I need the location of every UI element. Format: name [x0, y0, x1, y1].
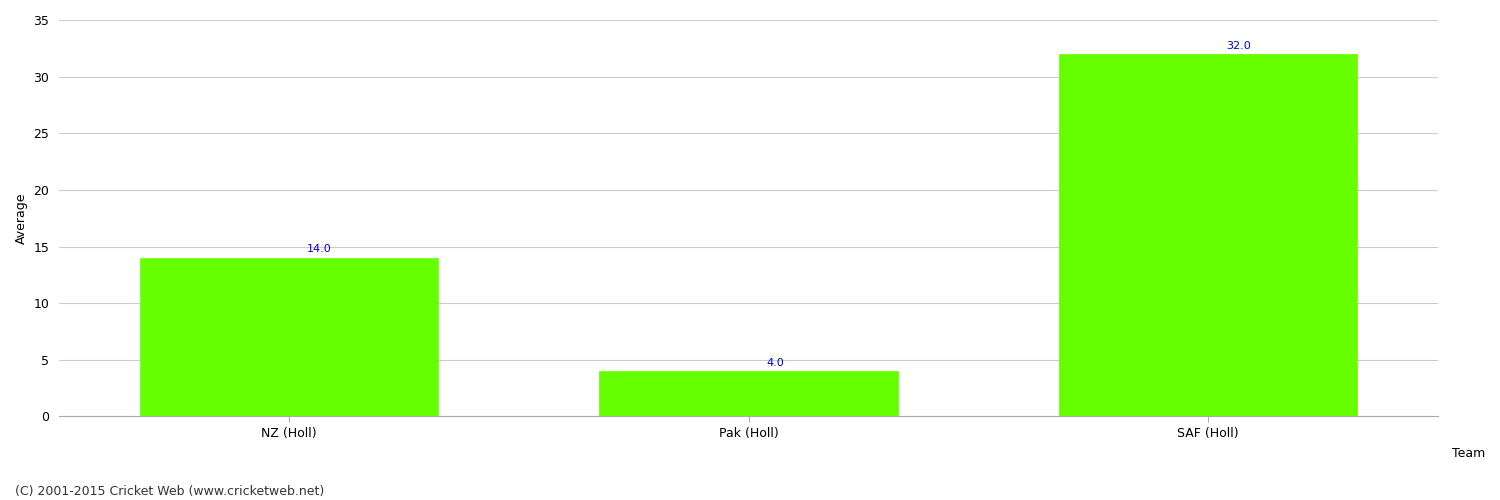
- Bar: [598, 371, 898, 416]
- Text: 14.0: 14.0: [308, 244, 332, 254]
- Text: Team: Team: [1452, 447, 1485, 460]
- Text: 32.0: 32.0: [1227, 40, 1251, 50]
- Text: 4.0: 4.0: [766, 358, 784, 368]
- Text: (C) 2001-2015 Cricket Web (www.cricketweb.net): (C) 2001-2015 Cricket Web (www.cricketwe…: [15, 485, 324, 498]
- Bar: [140, 258, 438, 416]
- Bar: [1059, 54, 1358, 416]
- Y-axis label: Average: Average: [15, 192, 28, 244]
